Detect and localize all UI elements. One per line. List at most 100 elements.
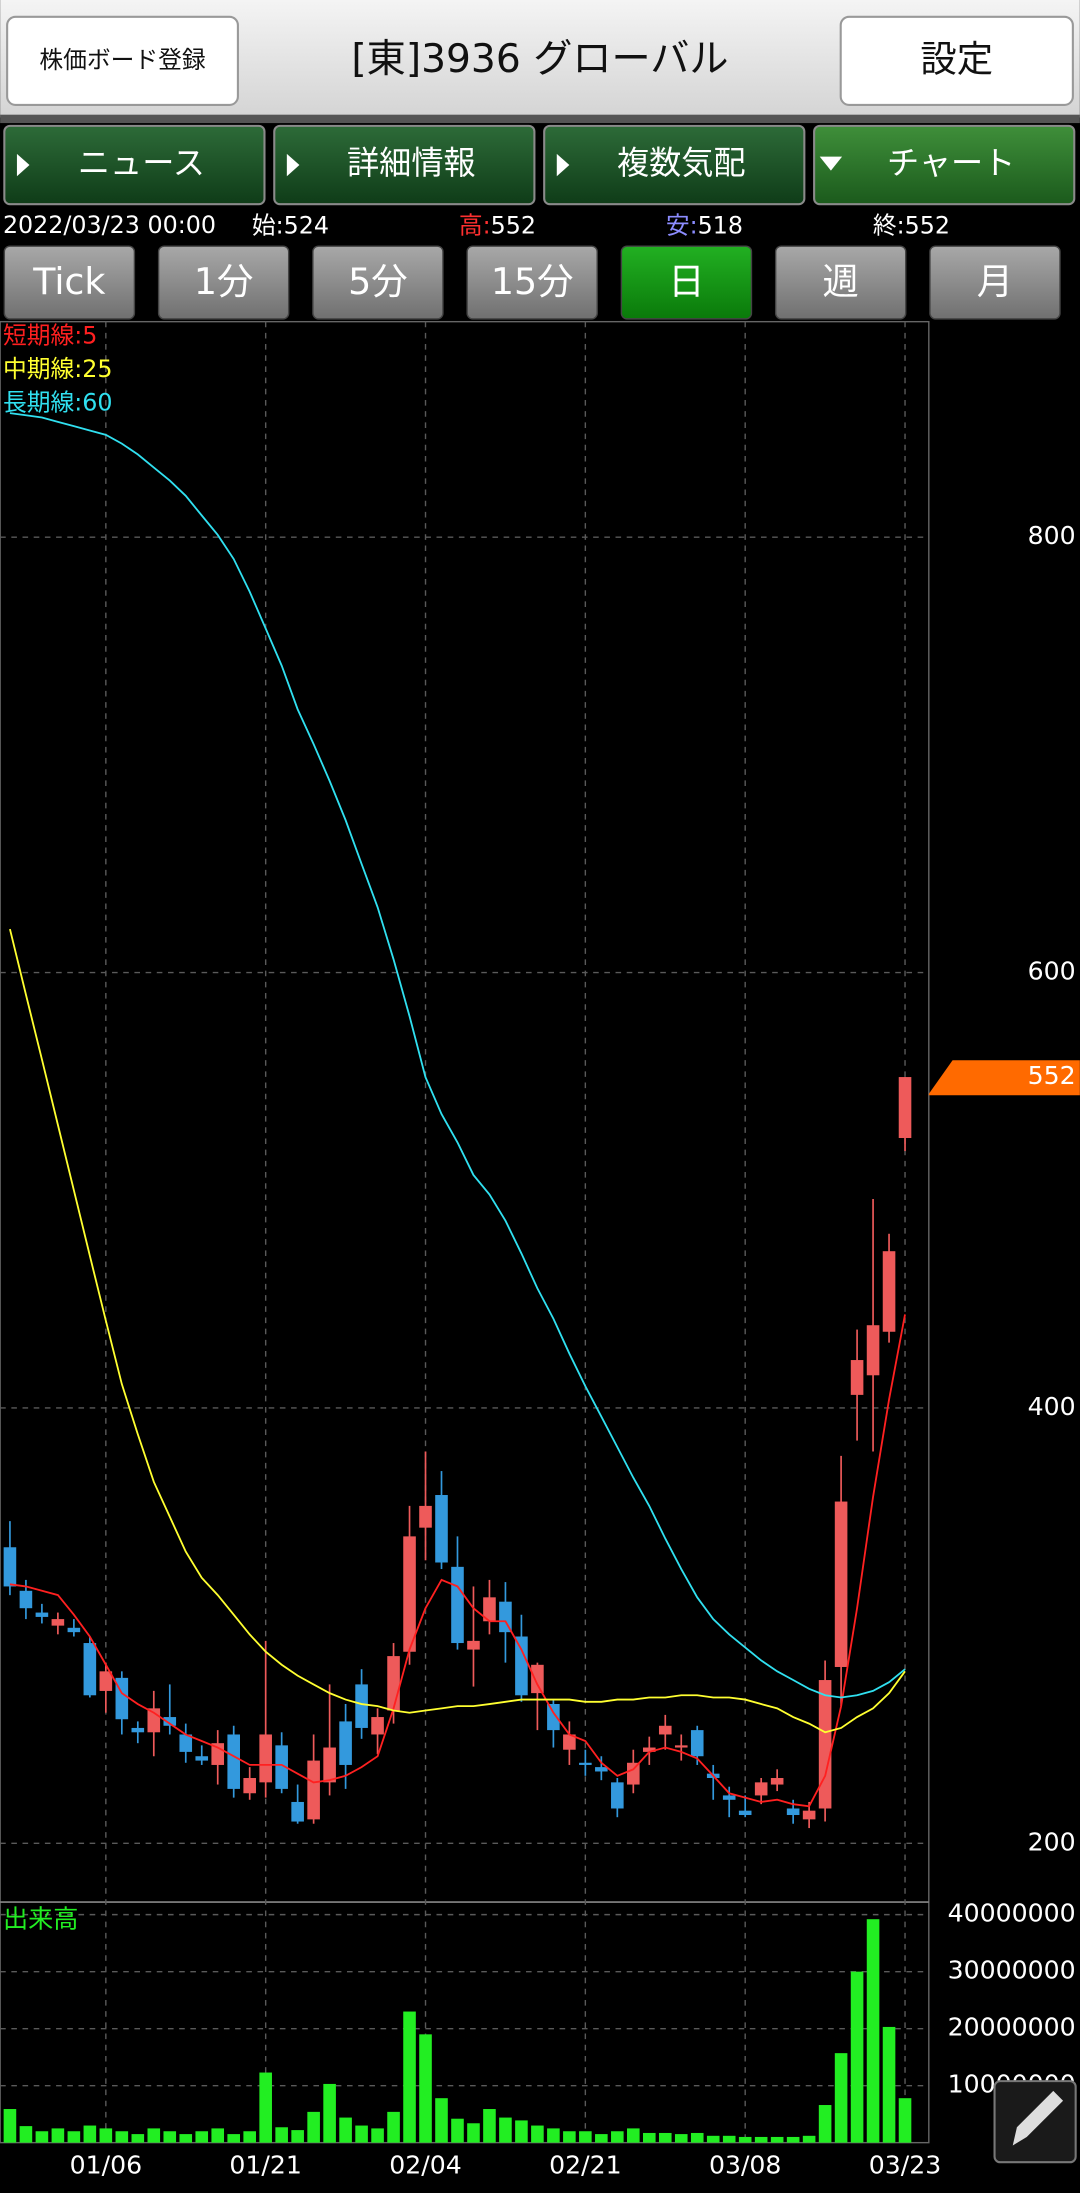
volume-bar (227, 2134, 241, 2143)
tab-button[interactable] (813, 124, 1076, 206)
period-button[interactable] (620, 245, 753, 320)
edit-button[interactable] (993, 2080, 1077, 2164)
candle-body (850, 1360, 864, 1395)
candle-body (515, 1636, 528, 1696)
y-tick-label: 20000000 (948, 2013, 1076, 2042)
candle-body (371, 1717, 384, 1735)
tab-button[interactable] (3, 124, 266, 206)
moving-average-line (9, 928, 906, 1734)
info-row: 2022/03/23 00:00 始:524 高:552 安:518 終:552 (3, 211, 950, 239)
volume-bar (658, 2132, 672, 2143)
candle-body (802, 1810, 816, 1820)
board-register-button[interactable] (6, 15, 239, 106)
x-tick-label: 03/23 (869, 2150, 942, 2179)
volume-bar (834, 2053, 848, 2143)
legend-entry: 長期線:60 (3, 389, 113, 417)
period-button[interactable] (929, 245, 1061, 320)
candle-body (387, 1656, 400, 1711)
candle-body (738, 1810, 752, 1816)
candle-body (547, 1703, 560, 1731)
candle-body (818, 1680, 832, 1809)
candle-body (3, 1547, 17, 1587)
moving-average-line (9, 1314, 906, 1808)
period-button[interactable] (3, 245, 136, 320)
moving-average-line (9, 412, 906, 1699)
period-button[interactable] (774, 245, 907, 320)
period-label: 週 (823, 260, 859, 303)
volume-bar (531, 2125, 544, 2143)
volume-bar (595, 2134, 608, 2143)
info-value: 552 (491, 211, 536, 239)
x-tick-label: 03/08 (709, 2150, 782, 2179)
volume-bar (195, 2131, 209, 2143)
plot-frame (0, 320, 930, 2144)
period-button[interactable] (312, 245, 444, 320)
info-item: 高:552 (459, 211, 536, 239)
panel-title: 出来高 (3, 1904, 78, 1933)
volume-bar (259, 2072, 272, 2143)
volume-bar (419, 2034, 432, 2143)
info-item: 終:552 (873, 211, 950, 239)
tab-button[interactable] (543, 124, 806, 206)
tab-button[interactable] (273, 124, 536, 206)
header-title: [東]3936 グローバル (351, 37, 728, 82)
volume-bar (19, 2126, 33, 2143)
candle-body (642, 1747, 656, 1752)
candle-body (579, 1762, 592, 1765)
volume-bar (802, 2135, 816, 2143)
candle-body (19, 1590, 33, 1609)
candle-body (35, 1612, 49, 1617)
volume-bar (499, 2117, 512, 2143)
volume-bar (882, 2026, 896, 2143)
pencil-icon (1012, 2090, 1064, 2146)
candle-body (323, 1747, 336, 1783)
last-price-label: 552 (1028, 1061, 1076, 1090)
period-label: 15分 (491, 260, 574, 303)
y-tick-label: 400 (1028, 1392, 1076, 1421)
candle-body (658, 1725, 672, 1735)
last-price-tag (928, 1060, 1080, 1096)
volume-bar (451, 2118, 464, 2143)
y-tick-label: 30000000 (948, 1956, 1076, 1985)
volume-bar (3, 2109, 17, 2143)
volume-bar (866, 1919, 880, 2143)
header-divider (0, 114, 1080, 124)
volume-bar (371, 2128, 384, 2143)
period-button[interactable] (466, 245, 598, 320)
y-tick-label: 800 (1028, 521, 1076, 550)
tab-label: チャート (887, 144, 1015, 182)
period-label: 日 (668, 260, 704, 303)
volume-bar (163, 2131, 177, 2143)
x-tick-label: 02/21 (549, 2150, 622, 2179)
period-label: Tick (32, 260, 105, 303)
candle-body (690, 1730, 704, 1757)
volume-bar (642, 2132, 656, 2143)
tab-arrow (819, 156, 843, 171)
candle-body (339, 1721, 352, 1765)
settings-button[interactable] (839, 15, 1074, 106)
x-tick-label: 01/06 (70, 2150, 143, 2179)
tab-arrow (16, 153, 30, 177)
candle-body (195, 1756, 209, 1761)
info-label: 高: (459, 211, 491, 239)
info-label: 安: (666, 211, 698, 239)
tab-label: 複数気配 (617, 144, 746, 182)
candle-body (403, 1536, 416, 1652)
candle-body (355, 1684, 368, 1728)
candle-body (83, 1643, 97, 1696)
candle-body (563, 1734, 576, 1750)
candle-body (898, 1077, 912, 1139)
volume-bar (83, 2125, 97, 2143)
y-tick-label: 40000000 (948, 1899, 1076, 1928)
volume-bar (770, 2136, 784, 2143)
volume-bar (67, 2131, 81, 2143)
volume-bar (690, 2132, 704, 2143)
candle-body (770, 1778, 784, 1785)
tab-bar: ニュース 詳細情報 複数気配 チャート (3, 124, 1076, 206)
volume-bar (579, 2131, 592, 2143)
period-button[interactable] (157, 245, 290, 320)
chart-area: 01/06 01/21 02/04 02/21 03/08 03/23 200 400 600 8… (0, 320, 1080, 2179)
period-bar: Tick 1分 5分 15分 日 週 月 (3, 245, 1061, 320)
